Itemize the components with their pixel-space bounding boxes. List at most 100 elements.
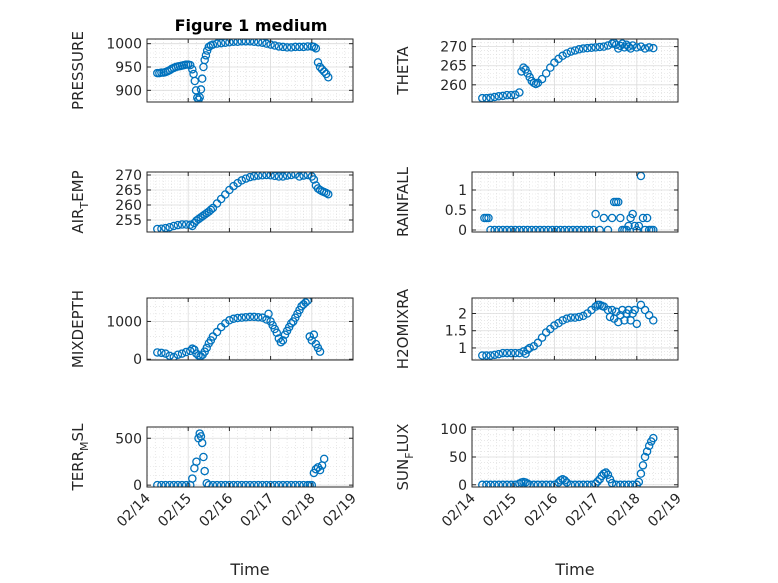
- data-point: [519, 225, 528, 232]
- data-point: [607, 213, 617, 223]
- y-tick-label: 2: [458, 307, 467, 323]
- data-point: [578, 44, 588, 53]
- panel-rainfall: 0 0.5 1 RAINFALL: [394, 166, 679, 239]
- data-point: [195, 93, 204, 102]
- x-axis-label: Time: [229, 560, 269, 579]
- data-point: [186, 60, 195, 70]
- data-point: [282, 172, 292, 180]
- data-point: [632, 319, 642, 329]
- data-series: [478, 300, 658, 360]
- data-point: [241, 39, 251, 46]
- data-point: [630, 221, 639, 231]
- data-point: [303, 42, 312, 51]
- data-point: [570, 313, 580, 322]
- data-point: [591, 209, 600, 219]
- data-point: [266, 480, 275, 487]
- data-point: [206, 205, 216, 215]
- data-point: [523, 225, 532, 232]
- x-axis-label: Time: [554, 560, 594, 579]
- y-axis-label: TERRMSL: [69, 423, 91, 492]
- data-point: [253, 313, 263, 322]
- panel-mixdepth: 0 1000 MIXDEPTH: [69, 290, 354, 368]
- y-tick-label: 950: [115, 60, 142, 76]
- data-point: [529, 480, 539, 487]
- data-point: [644, 43, 654, 52]
- data-point: [309, 42, 319, 52]
- y-tick-label: 265: [440, 59, 467, 75]
- data-point: [165, 222, 174, 232]
- data-point: [622, 225, 631, 232]
- data-point: [603, 470, 613, 480]
- data-point: [506, 225, 516, 232]
- data-point: [237, 480, 247, 487]
- data-point: [201, 51, 211, 60]
- data-point: [616, 213, 625, 223]
- panel-pressure: 900 950 1000 PRESSURE: [69, 31, 354, 110]
- data-point: [253, 172, 263, 180]
- data-point: [278, 172, 288, 181]
- data-point: [599, 42, 609, 51]
- data-point: [566, 480, 576, 487]
- data-point: [181, 347, 191, 357]
- y-tick-label: 270: [440, 40, 467, 56]
- data-point: [291, 42, 300, 52]
- panel-theta: 260 265 270 THETA: [394, 38, 679, 103]
- data-point: [262, 172, 271, 180]
- data-point: [535, 225, 545, 232]
- data-point: [570, 480, 580, 487]
- data-point: [494, 349, 504, 359]
- data-point: [543, 225, 553, 232]
- data-point: [640, 452, 650, 462]
- data-point: [616, 41, 625, 51]
- y-axis-label: PRESSURE: [69, 31, 87, 110]
- data-point: [212, 480, 222, 487]
- y-tick-label: 265: [115, 183, 142, 199]
- data-point: [533, 480, 543, 487]
- data-point: [515, 225, 524, 232]
- data-point: [562, 49, 572, 58]
- data-point: [177, 220, 187, 229]
- data-point: [548, 225, 557, 232]
- x-tick-label: 02/15: [155, 491, 195, 531]
- data-point: [498, 225, 508, 232]
- data-point: [169, 480, 179, 487]
- y-tick-label: 0: [133, 352, 142, 368]
- data-point: [624, 480, 633, 487]
- data-point: [601, 468, 611, 477]
- data-point: [196, 85, 206, 94]
- data-point: [204, 42, 214, 52]
- data-point: [566, 313, 576, 322]
- data-point: [591, 302, 600, 311]
- data-point: [490, 225, 499, 232]
- data-point: [638, 213, 648, 223]
- axes-box: [146, 426, 354, 488]
- data-point: [628, 209, 637, 219]
- data-point: [313, 58, 323, 67]
- data-point: [299, 480, 308, 487]
- data-point: [498, 480, 508, 487]
- data-point: [494, 480, 504, 487]
- data-point: [212, 39, 222, 48]
- data-point: [587, 43, 596, 53]
- data-point: [511, 348, 520, 358]
- y-tick-label: 900: [115, 83, 142, 99]
- data-point: [233, 39, 242, 47]
- data-point: [241, 174, 251, 183]
- data-point: [494, 92, 504, 101]
- data-point: [233, 313, 242, 323]
- data-point: [525, 480, 534, 487]
- data-point: [188, 65, 197, 74]
- data-point: [478, 351, 487, 360]
- data-point: [311, 44, 321, 53]
- x-tick-label: 02/19: [645, 491, 685, 531]
- data-point: [177, 349, 187, 358]
- data-point: [229, 314, 238, 324]
- data-point: [165, 351, 174, 360]
- data-point: [636, 42, 646, 51]
- data-point: [607, 305, 617, 315]
- y-tick-label: 0: [458, 223, 467, 239]
- y-axis-label: AIRTEMP: [69, 170, 91, 233]
- data-point: [511, 90, 520, 99]
- data-point: [640, 305, 650, 315]
